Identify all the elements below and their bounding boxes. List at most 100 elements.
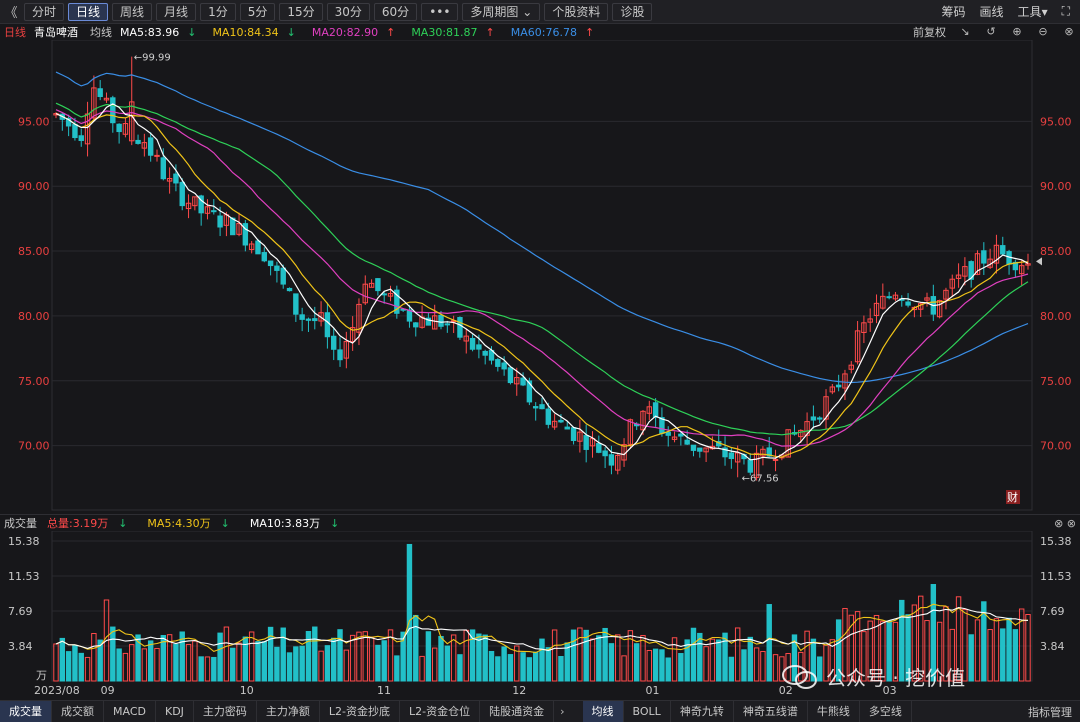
indicator-manage-button[interactable]: 指标管理 — [1028, 705, 1072, 719]
overlay-tab[interactable]: 均线 — [582, 701, 624, 722]
period-button[interactable]: 15分 — [279, 2, 323, 21]
period-button[interactable]: 月线 — [156, 2, 197, 21]
x-axis-label: 12 — [512, 684, 526, 697]
volume-bar — [949, 628, 955, 682]
price-tick-left: 75.00 — [18, 375, 50, 388]
indicator-tab[interactable]: L2-资金抄底 — [320, 701, 401, 722]
back-icon[interactable]: 《 — [4, 6, 18, 21]
indicator-tab[interactable]: KDJ — [156, 701, 194, 722]
fullscreen-icon[interactable]: ⛶ — [1061, 4, 1070, 18]
candle-body — [949, 278, 955, 289]
volume-bar — [1006, 617, 1012, 682]
undo-icon[interactable]: ↺ — [986, 25, 996, 38]
volume-chart[interactable]: 15.38 15.38 11.53 11.53 7.69 7.69 3.84 3.84 万 202… — [0, 531, 1080, 700]
candle-body — [179, 181, 185, 207]
candle-body — [413, 322, 419, 328]
candle-body — [532, 406, 539, 409]
volume-title: 成交量 — [4, 517, 37, 530]
tools-button[interactable]: 工具▾ — [1018, 3, 1048, 20]
period-button[interactable]: 5分 — [239, 2, 276, 21]
overlay-tab[interactable]: 牛熊线 — [808, 701, 860, 722]
period-label: 日线 — [4, 26, 26, 39]
overlay-tab[interactable]: 神奇九转 — [671, 701, 734, 722]
period-button[interactable]: 1分 — [200, 2, 236, 21]
overlay-tab[interactable]: BOLL — [624, 701, 671, 722]
volume-bar — [248, 631, 255, 682]
candle-body — [652, 402, 659, 418]
volume-bar — [892, 621, 899, 682]
volume-bar — [1025, 613, 1031, 682]
indicator-tab[interactable]: MACD — [104, 701, 156, 722]
close-icon[interactable]: ⊗ ⊗ — [1054, 516, 1076, 530]
arrow-up-icon: ↑ — [485, 25, 495, 39]
indicator-tab[interactable]: L2-资金仓位 — [400, 701, 481, 722]
volume-bar — [583, 629, 589, 682]
candle-body — [103, 97, 110, 101]
avg-line-label[interactable]: 均线 — [90, 26, 112, 39]
price-tick-right: 95.00 — [1040, 115, 1072, 128]
chevron-right-icon[interactable]: › — [560, 705, 565, 718]
volume-bar — [116, 648, 122, 682]
volume-bar — [267, 626, 274, 682]
zoom-out-icon[interactable]: ⊖ — [1038, 25, 1048, 38]
more-button[interactable]: ••• — [421, 2, 459, 21]
period-button[interactable]: 周线 — [112, 2, 153, 21]
volume-bar — [684, 639, 690, 682]
close-icon[interactable]: ⊗ — [1064, 25, 1074, 38]
stock-info-button[interactable]: 个股资料 — [544, 2, 609, 21]
indicator-tab[interactable]: 陆股通资金 — [480, 701, 555, 722]
candle-body — [526, 380, 533, 403]
zoom-in-icon[interactable]: ⊕ — [1012, 25, 1022, 38]
volume-bar — [652, 648, 659, 682]
candle-body — [640, 410, 646, 431]
volume-bar — [577, 627, 583, 682]
volume-bar — [236, 642, 242, 682]
volume-bar — [848, 614, 854, 682]
candle-body — [204, 206, 211, 214]
volume-tick-right: 11.53 — [1040, 570, 1072, 583]
ma5-text: MA5:83.96 — [120, 25, 180, 39]
volume-bar — [368, 636, 375, 682]
period-button[interactable]: 日线 — [68, 2, 109, 21]
draw-line-button[interactable]: 画线 — [979, 5, 1004, 19]
period-button[interactable]: 分时 — [24, 2, 65, 21]
settings-icon[interactable]: ↘ — [960, 25, 970, 38]
chips-button[interactable]: 筹码 — [941, 5, 966, 19]
volume-bar — [817, 656, 823, 682]
period-button[interactable]: 30分 — [326, 2, 370, 21]
adjust-button[interactable]: 前复权 — [913, 26, 946, 39]
indicator-tab[interactable]: 成交量 — [0, 701, 52, 722]
overlay-tab[interactable]: 多空线 — [860, 701, 912, 722]
indicator-tabs-overlay: 均线 BOLL 神奇九转 神奇五线谱 牛熊线 多空线 — [582, 701, 912, 722]
volume-bar — [160, 635, 167, 682]
watermark: 公众号 · 挖价值 — [780, 662, 965, 691]
candle-body — [122, 123, 129, 135]
ma30-text: MA30:81.87 — [411, 25, 478, 39]
diagnose-button[interactable]: 诊股 — [612, 2, 653, 21]
price-tick-right: 85.00 — [1040, 245, 1072, 258]
volume-bar — [962, 609, 968, 682]
volume-bar — [185, 643, 192, 682]
volume-bar — [147, 640, 154, 682]
price-chart[interactable]: 95.00 95.00 90.00 90.00 85.00 85.00 80.00 80.00… — [0, 40, 1080, 514]
indicator-tab[interactable]: 主力净额 — [257, 701, 320, 722]
candle-body — [835, 384, 842, 388]
candle-body — [823, 396, 829, 420]
indicator-tab[interactable]: 主力密码 — [194, 701, 257, 722]
indicator-tab[interactable]: 成交额 — [52, 701, 104, 722]
volume-bar — [230, 647, 236, 682]
candle-body — [785, 429, 791, 458]
volume-bar — [602, 627, 608, 682]
candle-body — [387, 293, 394, 297]
volume-bar — [728, 656, 735, 682]
ma10-text: MA10:84.34 — [212, 25, 279, 39]
candle-body — [116, 123, 122, 133]
period-button[interactable]: 60分 — [373, 2, 418, 21]
multi-period-button[interactable]: 多周期图 ⌄ — [462, 2, 541, 21]
volume-bar — [444, 645, 451, 682]
volume-bar — [356, 631, 362, 682]
overlay-tab[interactable]: 神奇五线谱 — [734, 701, 808, 722]
volume-bar — [431, 647, 438, 682]
candle-body — [444, 323, 451, 326]
volume-bar — [375, 644, 381, 682]
